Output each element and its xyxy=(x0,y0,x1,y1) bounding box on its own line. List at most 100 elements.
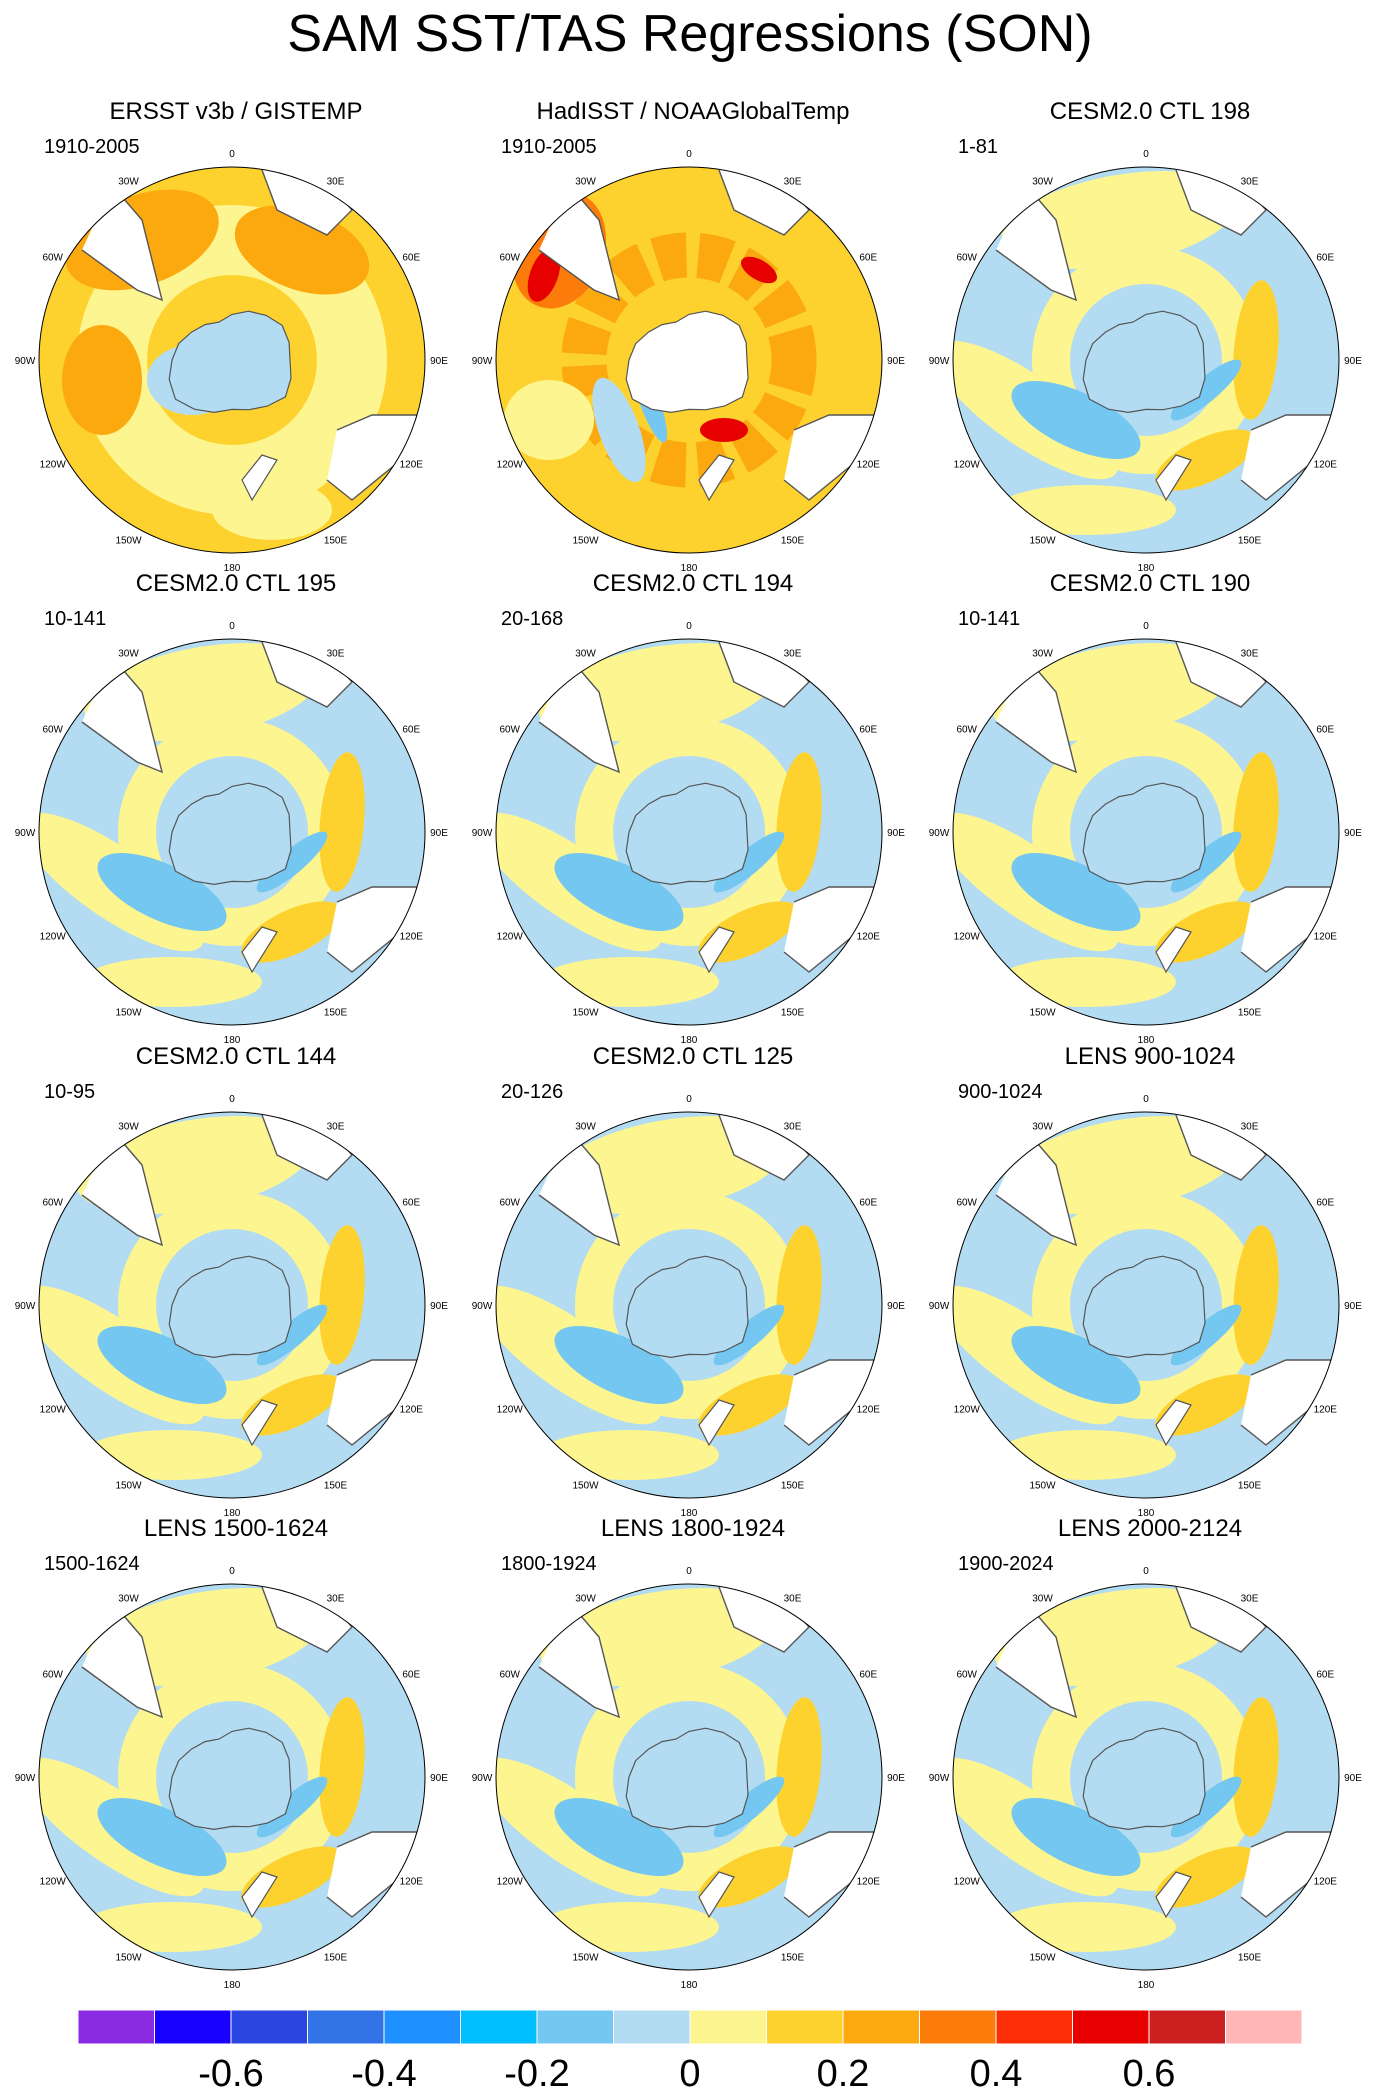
panel-period: 20-126 xyxy=(501,1081,564,1103)
panel-period: 1800-1924 xyxy=(501,1553,597,1575)
longitude-label: 180 xyxy=(1138,1980,1155,1991)
longitude-label: 90W xyxy=(472,828,493,839)
longitude-label: 0 xyxy=(686,1094,692,1105)
panel-title: LENS 900-1024 xyxy=(1064,1043,1236,1070)
antarctica-landmass xyxy=(1082,310,1206,414)
colorbar-tick-label: 0 xyxy=(679,2053,700,2087)
longitude-label: 30W xyxy=(118,177,139,188)
polar-map: 0 30E 60E 90E 120E 150E 180 150W 120W 90W 60W 30W xyxy=(929,149,1363,574)
map-panel: HadISST / NOAAGlobalTemp 0 30E 60E 90E 120E 15… xyxy=(463,98,923,574)
antarctica-landmass xyxy=(1082,1727,1206,1831)
longitude-label: 150W xyxy=(115,1952,142,1963)
antarctica-landmass xyxy=(168,310,292,414)
map-panel: CESM2.0 CTL 198 0 30E 60E 90E 120E 150E 180 150W… xyxy=(920,98,1380,574)
longitude-label: 30E xyxy=(784,177,802,188)
anomaly-field xyxy=(39,167,425,553)
longitude-label: 90E xyxy=(430,1301,448,1312)
longitude-label: 150E xyxy=(324,1480,348,1491)
colorbar-tick-label: 0.2 xyxy=(817,2053,870,2087)
panel-title: CESM2.0 CTL 195 xyxy=(135,570,337,597)
anomaly-patch xyxy=(713,1304,785,1366)
longitude-label: 30W xyxy=(575,1594,596,1605)
anomaly-patch xyxy=(713,831,785,893)
colorbar-tick-label: -0.6 xyxy=(198,2053,263,2087)
anomaly-patch xyxy=(554,1326,684,1404)
anomaly-patch xyxy=(1233,1697,1279,1837)
longitude-label: 150W xyxy=(115,535,142,546)
map-boundary xyxy=(38,1111,426,1499)
panel-title: CESM2.0 CTL 125 xyxy=(592,1043,794,1070)
longitude-label: 90W xyxy=(929,1301,950,1312)
longitude-label: 60W xyxy=(499,253,520,264)
anomaly-patch xyxy=(554,853,684,931)
longitude-label: 120E xyxy=(1314,460,1338,471)
anomaly-patch xyxy=(1170,1776,1242,1838)
longitude-label: 120W xyxy=(497,1877,524,1888)
longitude-label: 30E xyxy=(327,1122,345,1133)
longitude-label: 90W xyxy=(929,1773,950,1784)
longitude-label: 90W xyxy=(929,828,950,839)
anomaly-patch xyxy=(776,1225,822,1365)
longitude-label: 150E xyxy=(781,1480,805,1491)
colorbar-swatch xyxy=(536,2009,614,2045)
longitude-label: 60W xyxy=(42,253,63,264)
panel-title: CESM2.0 CTL 194 xyxy=(592,570,794,597)
anomaly-patch xyxy=(319,1697,365,1837)
polar-map: 0 30E 60E 90E 120E 150E 180 150W 120W 90W 60W 30W xyxy=(929,621,1363,1046)
longitude-label: 30W xyxy=(118,649,139,660)
longitude-label: 60W xyxy=(956,1670,977,1681)
anomaly-patch xyxy=(592,377,646,483)
longitude-label: 120W xyxy=(40,1877,67,1888)
panel-period: 10-95 xyxy=(44,1081,96,1103)
longitude-label: 60E xyxy=(402,253,420,264)
longitude-label: 150E xyxy=(1238,1480,1262,1491)
panel-period: 1500-1624 xyxy=(44,1553,140,1575)
map-panel: LENS 900-1024 0 30E 60E 90E 120E 150E 180 150W 12… xyxy=(920,1043,1380,1519)
anomaly-patch xyxy=(1233,280,1279,420)
longitude-label: 90W xyxy=(472,1773,493,1784)
panel-title: LENS 2000-2124 xyxy=(1057,1515,1243,1542)
panel-title: CESM2.0 CTL 190 xyxy=(1049,570,1251,597)
anomaly-patch xyxy=(700,418,748,442)
longitude-label: 150E xyxy=(1238,1007,1262,1018)
new-zealand-outline xyxy=(698,1399,735,1447)
polar-map: 0 30E 60E 90E 120E 150E 180 150W 120W 90W 60W 30W xyxy=(15,149,449,574)
new-zealand-outline xyxy=(1155,454,1192,502)
longitude-label: 0 xyxy=(229,149,235,160)
longitude-label: 90E xyxy=(1344,1301,1362,1312)
panel-period: 20-168 xyxy=(501,608,564,630)
longitude-label: 60W xyxy=(956,725,977,736)
longitude-label: 180 xyxy=(681,1035,698,1046)
longitude-label: 30E xyxy=(327,177,345,188)
colorbar-swatch xyxy=(307,2009,385,2045)
longitude-label: 0 xyxy=(1143,1094,1149,1105)
panel-title: LENS 1800-1924 xyxy=(600,1515,786,1542)
colorbar-frame xyxy=(77,2009,1303,2045)
longitude-label: 180 xyxy=(224,1980,241,1991)
antarctica-landmass xyxy=(168,782,292,886)
antarctica-landmass xyxy=(625,1727,749,1831)
panel-period: 10-141 xyxy=(958,608,1021,630)
longitude-label: 30W xyxy=(1032,177,1053,188)
anomaly-patch xyxy=(740,256,778,284)
longitude-label: 30E xyxy=(1241,177,1259,188)
longitude-label: 30E xyxy=(327,649,345,660)
longitude-label: 90W xyxy=(15,1301,36,1312)
colorbar-tick-label: -0.2 xyxy=(504,2053,569,2087)
longitude-label: 120W xyxy=(40,460,67,471)
longitude-label: 30W xyxy=(1032,1122,1053,1133)
panel-period: 1900-2024 xyxy=(958,1553,1054,1575)
map-boundary xyxy=(38,638,426,1026)
antarctica-landmass xyxy=(168,1727,292,1831)
longitude-label: 120E xyxy=(857,460,881,471)
new-zealand-outline xyxy=(241,1871,278,1919)
longitude-label: 120E xyxy=(857,1877,881,1888)
map-boundary xyxy=(952,638,1340,1026)
anomaly-field xyxy=(39,1112,425,1498)
longitude-label: 150W xyxy=(1029,1007,1056,1018)
longitude-label: 60E xyxy=(1316,253,1334,264)
anomaly-field xyxy=(39,1584,425,1970)
colorbar-swatch xyxy=(1148,2009,1226,2045)
longitude-label: 60W xyxy=(956,1198,977,1209)
